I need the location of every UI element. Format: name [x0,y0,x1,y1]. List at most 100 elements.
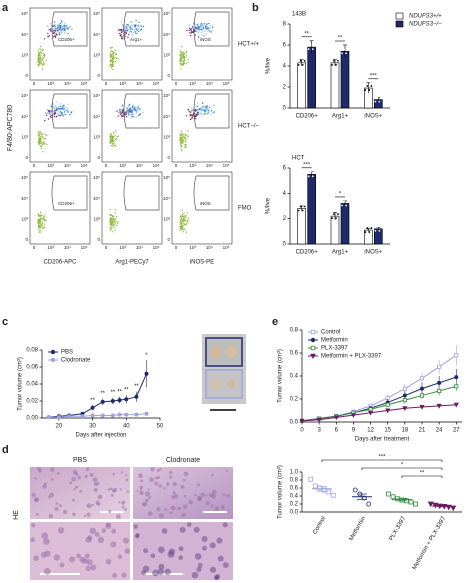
flow-event [43,143,46,145]
marker [117,398,122,403]
replicate-dot [345,52,347,55]
x-tick-label: 20 [56,424,63,430]
histology-nucleus [147,511,153,517]
flow-event [39,131,41,133]
histology-nucleus [205,500,210,506]
flow-event [129,110,131,112]
flow-tick-label: 10⁵ [93,93,100,98]
flow-event [66,109,68,111]
flow-event [200,29,203,32]
histology-nucleus [140,479,144,483]
y-tick-label: 0.6 [290,486,299,492]
flow-event [179,135,182,137]
flow-event [126,112,129,114]
flow-event [130,116,132,118]
flow-event [55,106,58,109]
flow-event [46,135,48,137]
flow-tick-label: 10⁴ [64,163,71,168]
marker [408,499,414,505]
histology-nucleus [31,493,36,498]
marker [100,413,105,418]
flow-event [122,23,124,25]
flow-event [52,110,54,112]
flow-event [196,25,198,28]
flow-event [139,108,141,110]
histology-nucleus [208,492,214,498]
flow-event [179,219,182,221]
marker [437,364,442,369]
flow-event [39,219,41,221]
histology-nucleus [222,493,226,497]
histology-nucleus [169,511,173,515]
flow-event [185,52,187,54]
histology-nucleus [105,558,112,565]
flow-event [191,110,193,112]
histology-nucleus [197,496,203,501]
histology-nucleus [169,475,173,479]
flow-event [49,113,51,115]
flow-event [181,142,183,144]
flow-event [67,32,69,35]
replicate-dot [347,200,349,203]
histology-row-label: HE [13,510,20,520]
flow-event [127,109,130,111]
marker [110,413,115,418]
flow-tick-label: 10⁴ [206,245,213,250]
flow-tick-label: 10³ [21,135,28,140]
panel-letter: d [2,444,9,456]
histology-nucleus [180,484,185,489]
flow-event [200,27,202,29]
flow-tick-label: 0 [105,81,108,86]
flow-event [137,28,140,30]
flow-event [119,111,121,113]
flow-event [67,111,69,113]
histology-nucleus [202,545,207,551]
histology-nucleus [172,491,176,495]
histology-nucleus [196,483,200,487]
histology-nucleus [101,528,107,534]
flow-tick-label: 0 [97,237,100,242]
histology-nucleus [90,564,97,571]
flow-event [184,139,187,141]
replicate-dot [343,200,345,203]
flow-event [38,64,40,66]
marker [90,405,95,410]
histology-nucleus [145,498,149,503]
marker [117,412,122,417]
flow-event [137,108,140,110]
flow-event [53,105,55,107]
histology-nucleus [166,481,170,486]
flow-event [187,135,189,138]
flow-tick-label: 10⁵ [21,175,28,180]
flow-event [57,24,59,26]
flow-event [109,220,111,222]
y-tick-label: 0.08 [26,348,38,354]
flow-event [41,217,43,220]
flow-event [207,107,209,110]
marker [395,496,400,502]
flow-event [188,29,190,31]
flow-event [40,62,42,64]
flow-gate [51,93,88,129]
histology-nucleus [96,482,100,486]
bar [307,174,316,245]
y-tick-label: 0.0 [290,420,299,426]
marker [326,489,332,495]
marker [90,413,95,418]
flow-event [125,116,128,118]
flow-event [117,222,119,224]
marker [299,418,305,424]
flow-event [203,106,205,108]
histology-nucleus [110,493,114,497]
flow-event [181,209,184,212]
flow-tick-label: 10⁵ [93,175,100,180]
flow-event [133,108,135,110]
flow-event [180,57,182,59]
flow-event [125,26,127,28]
flow-event [185,223,187,225]
flow-event [63,25,65,28]
flow-event [134,25,136,27]
x-tick-label: 3 [317,428,321,434]
flow-event [183,55,186,58]
flow-event [185,146,187,148]
